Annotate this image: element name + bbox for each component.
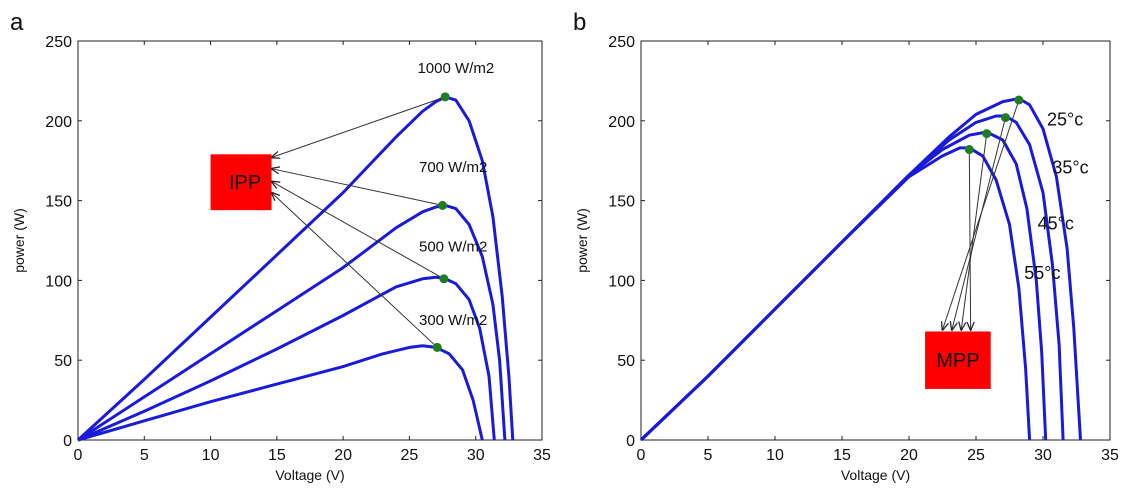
series-line-2	[639, 130, 1048, 442]
panel-label: b	[573, 9, 586, 36]
x-tick-label: 0	[74, 447, 83, 464]
series-label: 1000 W/m2	[417, 60, 494, 77]
series-label: 300 W/m2	[419, 312, 487, 329]
y-tick-label: 250	[45, 34, 72, 51]
chart-panel-a: a 0 5 10 15 20 25 30 35 0 50 100 150 200 250 Voltage (V…	[10, 9, 551, 483]
y-axis-label: power (W)	[574, 208, 590, 273]
series-line-3	[639, 146, 1032, 442]
series-label: 55°c	[1024, 263, 1060, 283]
x-tick-label: 20	[900, 447, 918, 464]
y-axis-label: power (W)	[11, 208, 27, 273]
plot-frame	[77, 40, 543, 441]
annotation-arrow	[969, 149, 970, 330]
max-power-point	[1000, 113, 1010, 123]
x-tick-label: 30	[467, 447, 485, 464]
series-label: 35°c	[1052, 157, 1088, 177]
x-tick-label: 35	[1101, 447, 1119, 464]
x-axis-label: Voltage (V)	[841, 467, 910, 483]
series-line-1	[77, 203, 507, 442]
x-tick-label: 25	[401, 447, 419, 464]
x-tick-label: 10	[202, 447, 220, 464]
x-tick-label: 0	[637, 447, 646, 464]
series-label: 500 W/m2	[419, 239, 487, 256]
annotation-arrow	[272, 96, 446, 158]
x-axis-label: Voltage (V)	[275, 467, 344, 483]
y-tick-label: 100	[608, 273, 635, 290]
x-tick-label: 5	[704, 447, 713, 464]
annotation-arrow	[952, 117, 1006, 330]
annotation-arrow	[272, 193, 438, 348]
x-tick-label: 15	[268, 447, 286, 464]
max-power-point	[432, 342, 442, 352]
y-tick-label: 0	[63, 433, 72, 450]
annotation-box-label: MPP	[936, 350, 979, 372]
series-label: 25°c	[1047, 110, 1083, 130]
series-line-0	[76, 95, 515, 442]
x-tick-label: 35	[533, 447, 551, 464]
annotation-box-label: IPP	[229, 172, 261, 194]
series-line-1	[639, 114, 1065, 442]
y-tick-label: 100	[45, 273, 72, 290]
x-tick-label: 25	[967, 447, 985, 464]
max-power-point	[440, 92, 450, 102]
max-power-point	[964, 145, 974, 155]
series-label: 45°c	[1038, 213, 1074, 233]
panel-label: a	[10, 9, 24, 36]
chart-panel-b: b 0 5 10 15 20 25 30 35 0 50 100 150 200 250 Voltage (V…	[573, 9, 1119, 483]
plot-frame	[640, 40, 1111, 441]
y-tick-label: 200	[608, 114, 635, 131]
x-tick-label: 10	[766, 447, 784, 464]
y-tick-label: 50	[617, 353, 635, 370]
x-tick-label: 5	[140, 447, 149, 464]
max-power-point	[439, 274, 449, 284]
annotation-arrow	[961, 133, 988, 330]
max-power-point	[1014, 95, 1024, 105]
max-power-point	[438, 200, 448, 210]
max-power-point	[982, 129, 992, 139]
x-tick-label: 15	[833, 447, 851, 464]
annotation-arrow	[272, 169, 443, 206]
y-tick-label: 200	[45, 114, 72, 131]
annotation-box	[925, 331, 991, 389]
y-tick-label: 250	[608, 34, 635, 51]
series-line-2	[77, 275, 496, 442]
y-tick-label: 150	[45, 194, 72, 211]
x-tick-label: 20	[334, 447, 352, 464]
y-tick-label: 50	[54, 353, 72, 370]
annotation-box	[210, 154, 272, 211]
annotation-arrow	[272, 181, 445, 280]
y-tick-label: 0	[626, 433, 635, 450]
y-tick-label: 150	[608, 194, 635, 211]
series-label: 700 W/m2	[419, 159, 487, 176]
series-line-3	[77, 344, 484, 442]
x-tick-label: 30	[1034, 447, 1052, 464]
